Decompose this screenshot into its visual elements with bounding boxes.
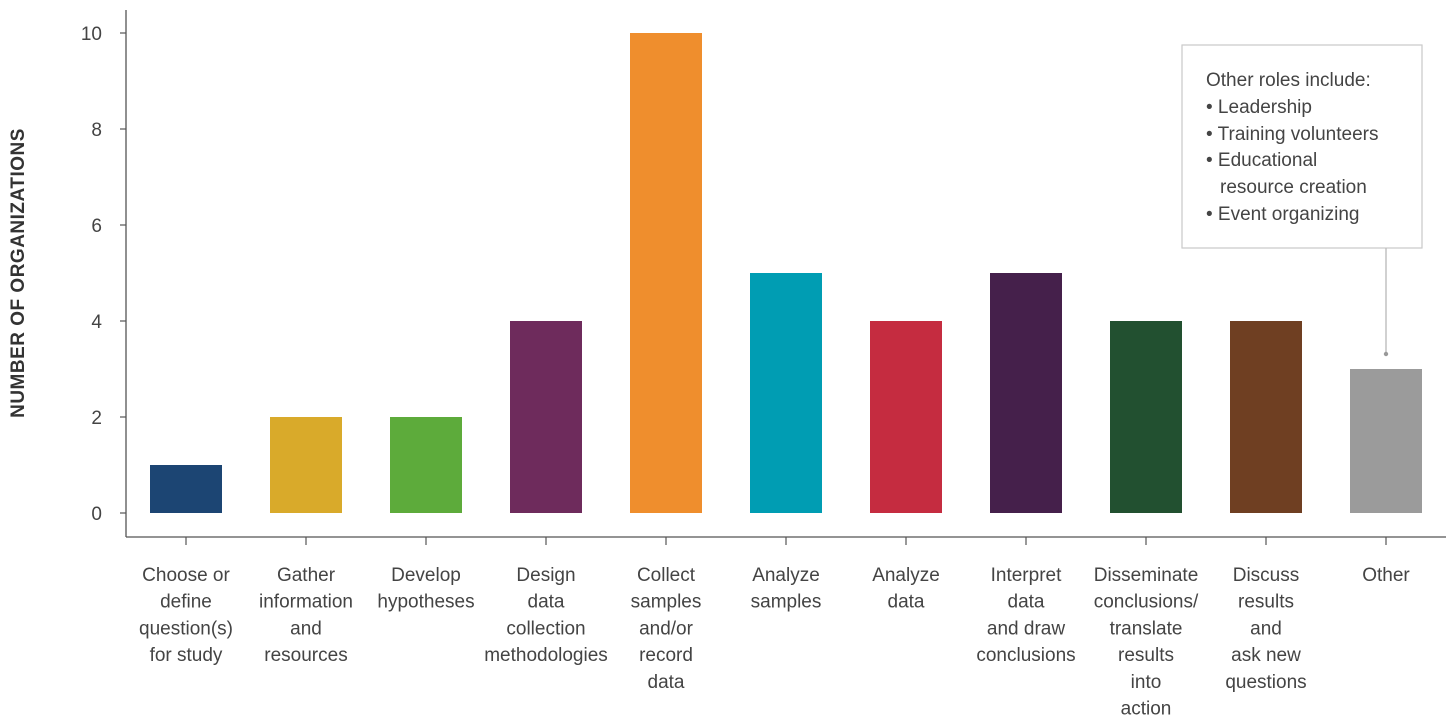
bar-9	[1110, 321, 1182, 513]
annotation-box	[1181, 44, 1423, 249]
bar-4	[510, 321, 582, 513]
x-category-label: Collect samples and/or record data	[631, 565, 702, 693]
bar-1	[150, 465, 222, 513]
annotation-line: • Training volunteers	[1206, 124, 1378, 145]
bar-5	[630, 33, 702, 513]
x-category-label: Choose or define question(s) for study	[139, 565, 233, 666]
bar-10	[1230, 321, 1302, 513]
x-category-label: Interpret data and draw conclusions	[976, 565, 1075, 666]
bar-7	[870, 321, 942, 513]
bar-3	[390, 417, 462, 513]
x-category-label: Analyze samples	[751, 565, 822, 613]
y-tick-label: 8	[91, 120, 102, 141]
y-tick-label: 4	[91, 312, 102, 333]
annotation-callout: Other roles include: • Leadership • Traini…	[1181, 44, 1423, 357]
bars	[150, 33, 1422, 513]
y-tick-label: 0	[91, 504, 102, 525]
annotation-title: Other roles include:	[1206, 70, 1371, 91]
x-category-label: Other	[1362, 565, 1410, 586]
x-category-label: Gather information and resources	[259, 565, 353, 666]
bar-6	[750, 273, 822, 513]
bar-11	[1350, 369, 1422, 513]
annotation-line: resource creation	[1220, 177, 1367, 198]
x-category-label: Analyze data	[872, 565, 940, 613]
annotation-line: • Leadership	[1206, 97, 1312, 118]
y-tick-label: 6	[91, 216, 102, 237]
x-category-label: Discuss results and ask new questions	[1225, 565, 1306, 693]
bar-8	[990, 273, 1062, 513]
x-category-label: Design data collection methodologies	[484, 565, 608, 666]
annotation-leader-dot	[1383, 351, 1389, 357]
annotation-line: • Event organizing	[1206, 204, 1359, 225]
y-axis-title-group: NUMBER OF ORGANIZATIONS	[8, 128, 29, 418]
y-tick-label: 2	[91, 408, 102, 429]
y-axis-title: NUMBER OF ORGANIZATIONS	[8, 128, 29, 418]
bar-2	[270, 417, 342, 513]
x-category-label: Develop hypotheses	[377, 565, 474, 613]
x-category-label: Disseminate conclusions/translate results i…	[1094, 565, 1199, 719]
category-labels: Choose or define question(s) for study Gathe…	[139, 565, 1410, 719]
y-tick-label: 10	[81, 24, 102, 45]
annotation-line: • Educational	[1206, 150, 1317, 171]
ticks: 0 2 4 6 8 10	[81, 24, 1387, 545]
